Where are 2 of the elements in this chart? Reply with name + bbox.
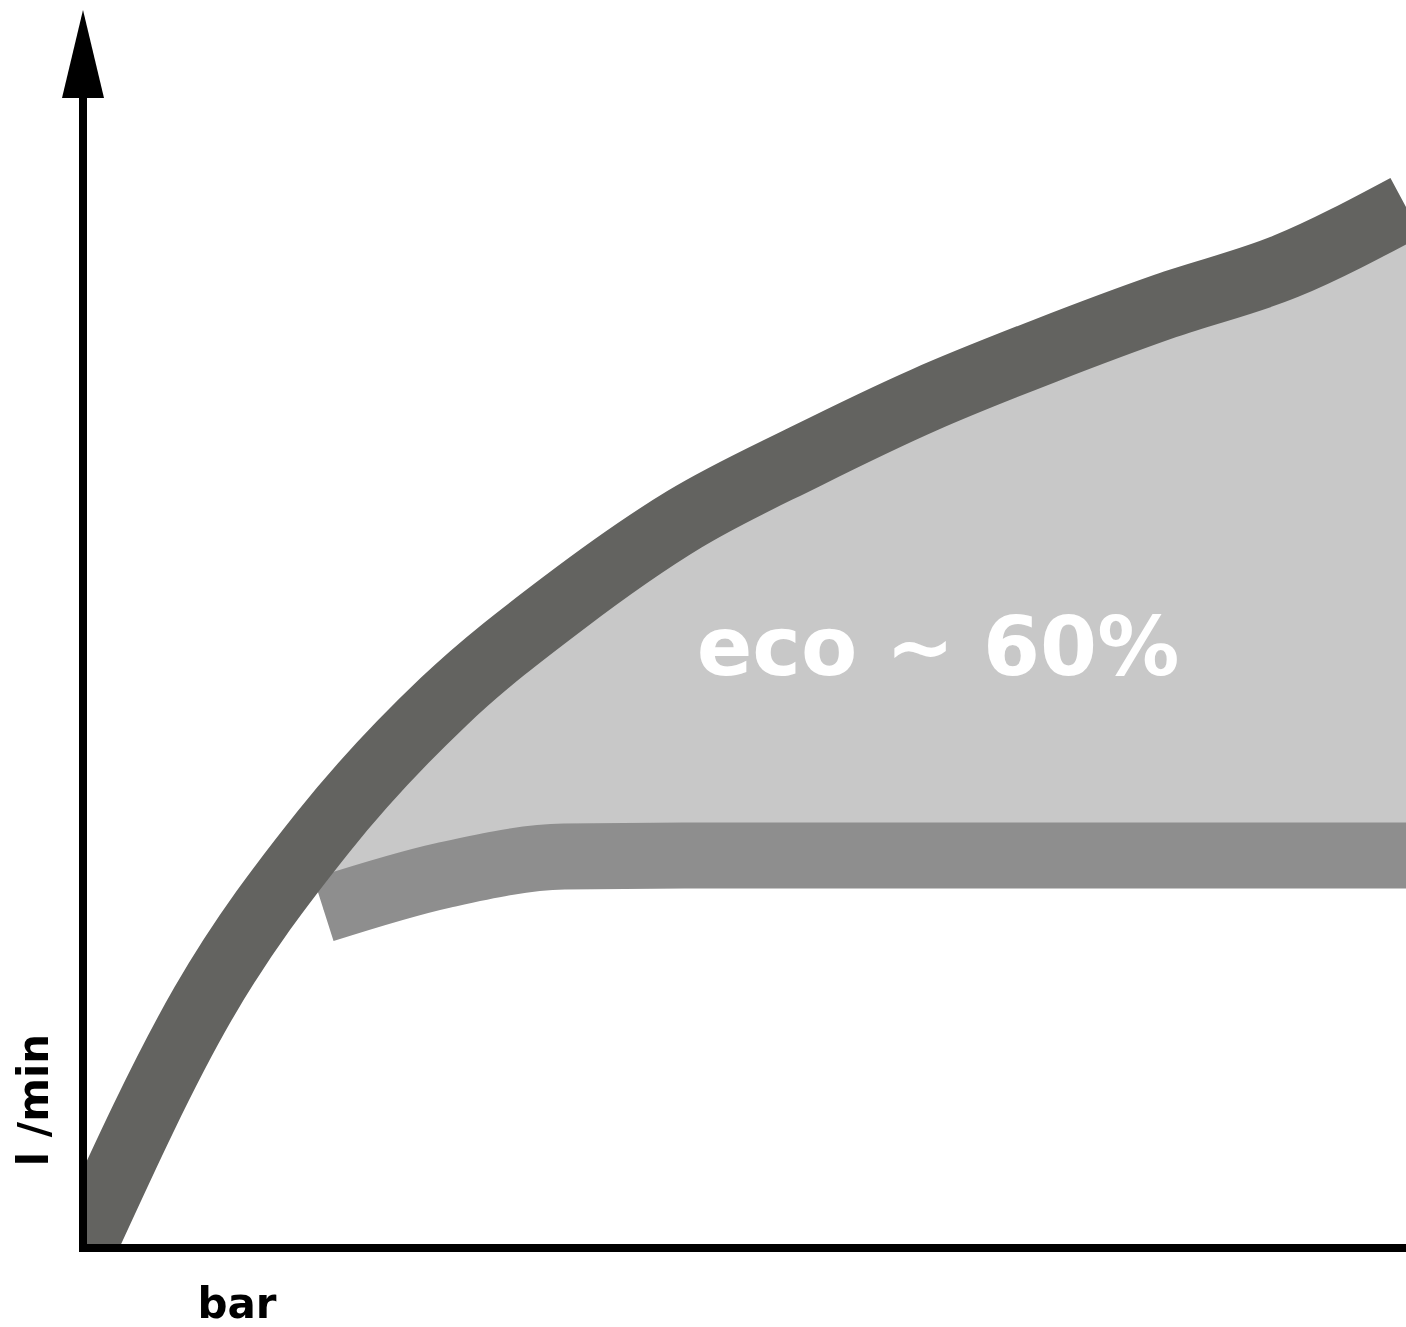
y-axis-title: l /min bbox=[9, 1033, 58, 1167]
x-axis-title: bar bbox=[197, 1279, 277, 1327]
